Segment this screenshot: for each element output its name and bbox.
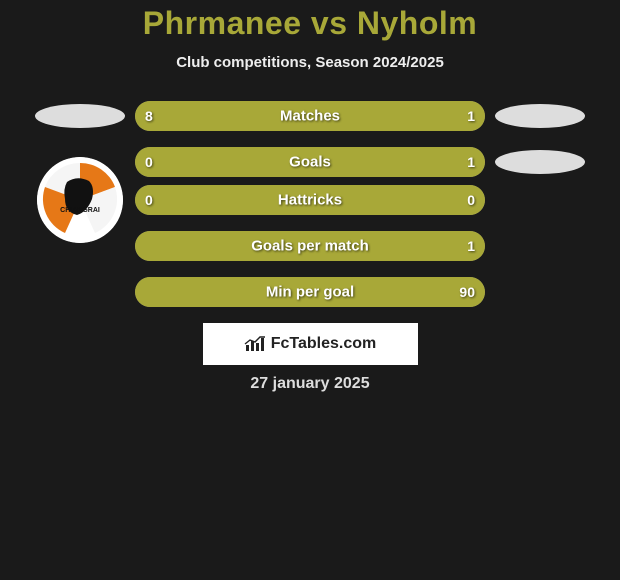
svg-text:CHIANGRAI: CHIANGRAI: [60, 207, 100, 214]
chart-icon: [244, 335, 266, 353]
stat-row: 8 Matches 1: [0, 101, 620, 131]
stat-label: Goals: [289, 154, 331, 171]
stat-bar-matches: 8 Matches 1: [135, 101, 485, 131]
club-logo-left: CHIANGRAI: [37, 157, 123, 243]
stat-right-value: 1: [467, 238, 475, 254]
stat-right-value: 90: [459, 284, 475, 300]
stat-right-value: 1: [467, 154, 475, 170]
bar-right-fill: [198, 147, 485, 177]
stat-bar-hattricks: 0 Hattricks 0: [135, 185, 485, 215]
stat-right-value: 1: [467, 108, 475, 124]
stat-left-value: 0: [145, 192, 153, 208]
bar-left-fill: [135, 277, 275, 307]
stat-right-value: 0: [467, 192, 475, 208]
date-label: 27 january 2025: [0, 375, 620, 393]
stat-label: Min per goal: [266, 284, 354, 301]
stat-row: CHIANGRAI 0 Hattricks 0: [0, 185, 620, 215]
page-title: Phrmanee vs Nyholm: [0, 5, 620, 42]
bar-left-fill: [135, 231, 240, 261]
player-right-club-marker: [495, 150, 585, 174]
stat-left-value: 0: [145, 154, 153, 170]
footer-brand: FcTables.com: [203, 323, 418, 365]
stat-bar-gpm: Goals per match 1: [135, 231, 485, 261]
stat-label: Hattricks: [278, 192, 342, 209]
stat-bar-goals: 0 Goals 1: [135, 147, 485, 177]
stat-label: Goals per match: [251, 238, 369, 255]
player-right-marker: [495, 104, 585, 128]
stat-row: Min per goal 90: [0, 277, 620, 307]
stat-label: Matches: [280, 108, 340, 125]
page-subtitle: Club competitions, Season 2024/2025: [0, 54, 620, 71]
footer-label: FcTables.com: [271, 335, 377, 353]
player-left-marker: [35, 104, 125, 128]
stat-left-value: 8: [145, 108, 153, 124]
stat-bar-mpg: Min per goal 90: [135, 277, 485, 307]
chiangrai-logo-icon: CHIANGRAI: [37, 157, 123, 243]
bar-right-fill: [429, 101, 485, 131]
